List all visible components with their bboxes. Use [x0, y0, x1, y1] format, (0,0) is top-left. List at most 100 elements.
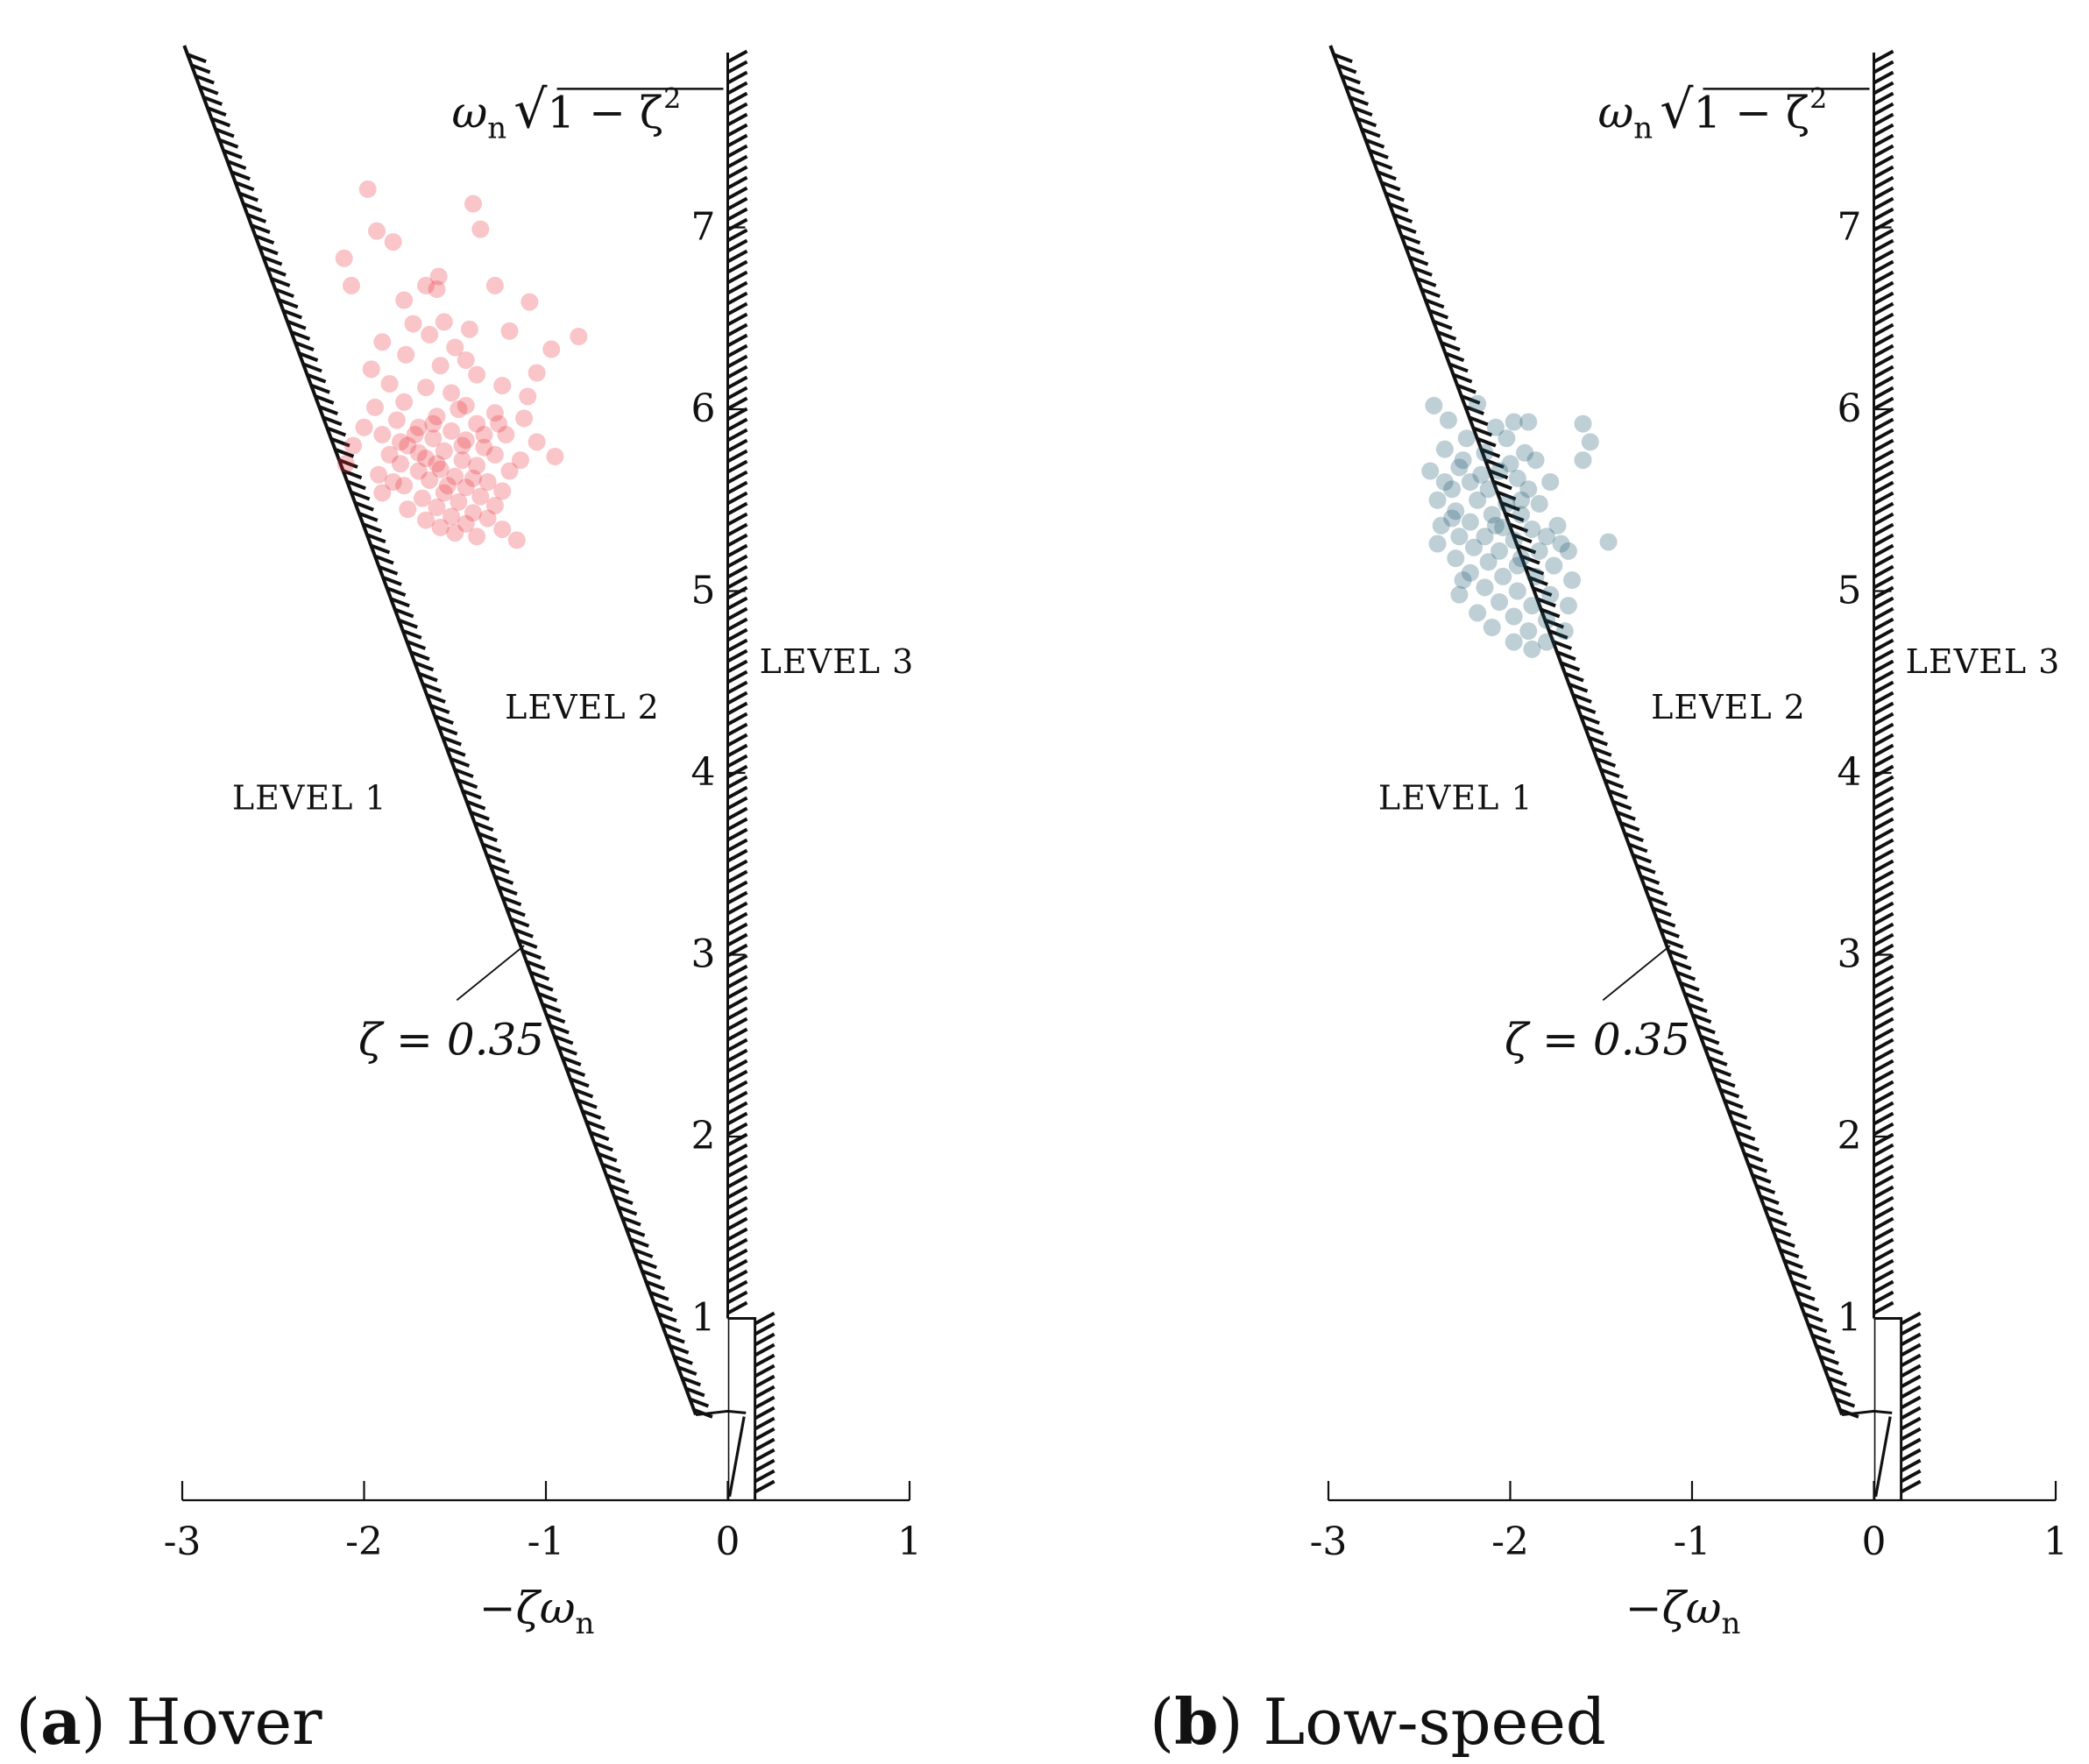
scatter-point [450, 400, 468, 418]
x-axis-label: −ζωn [479, 1583, 595, 1641]
scatter-point [1472, 465, 1491, 484]
scatter-point [468, 528, 486, 546]
y-axis-label-exponent: 2 [1809, 81, 1827, 115]
scatter-point [542, 340, 561, 358]
scatter-point [342, 276, 360, 294]
scatter-point [344, 436, 363, 455]
scatter-point [1479, 553, 1498, 571]
scatter-point [1435, 440, 1454, 458]
scatter-point [1526, 567, 1545, 585]
scatter-point [1491, 462, 1509, 480]
scatter-point [1574, 414, 1592, 433]
scatter-point [1508, 556, 1526, 575]
scatter-point [1461, 513, 1479, 531]
level3-boundary-hatch [1873, 49, 1894, 1315]
scatter-point [1447, 549, 1465, 568]
level3-low-boundary [727, 1317, 757, 1500]
scatter-point [490, 414, 508, 433]
scatter-point [336, 455, 355, 473]
y-tick-label: 2 [1838, 1114, 1862, 1158]
level2-low-boundary [1841, 1409, 1893, 1416]
scatter-point [1461, 473, 1479, 491]
scatter-point [358, 180, 377, 198]
scatter-point [1526, 451, 1545, 470]
scatter-point [443, 384, 461, 402]
scatter-point [511, 451, 529, 470]
region-label: LEVEL 2 [505, 688, 660, 726]
scatter-point [392, 455, 409, 473]
panel-caption-name: Hover [126, 1685, 322, 1759]
scatter-point [507, 531, 526, 549]
level2-low-boundary [695, 1409, 747, 1416]
scatter-point [335, 249, 353, 267]
scatter-point [431, 460, 450, 478]
scatter-point [528, 433, 546, 451]
damping-boundary-line [1328, 45, 1844, 1416]
scatter-point [457, 478, 475, 497]
scatter-point [1559, 597, 1577, 615]
level2-low-boundary-edge [1874, 1416, 1892, 1498]
scatter-point [1512, 506, 1530, 524]
scatter-point [1581, 433, 1599, 451]
scatter-point [450, 492, 468, 511]
scatter-point [446, 338, 464, 357]
region-label: LEVEL 3 [760, 642, 915, 681]
scatter-point [373, 484, 392, 502]
panel-caption-letter: a [40, 1684, 81, 1759]
scatter-point [1483, 506, 1501, 524]
scatter-point [1505, 413, 1523, 431]
scatter-point [528, 364, 546, 382]
scatter-point [362, 360, 380, 379]
scatter-point [1538, 611, 1555, 629]
scatter-point [485, 276, 504, 294]
level2-low-boundary-edge [728, 1416, 746, 1498]
scatter-point [1548, 516, 1567, 535]
scatter-point [1523, 640, 1541, 658]
y-axis-label-radical: √ [513, 79, 548, 140]
scatter-point [395, 393, 414, 411]
scatter-point [435, 484, 453, 502]
y-tick-label: 6 [1838, 386, 1862, 431]
scatter-point [370, 465, 388, 484]
scatter-point [570, 328, 588, 345]
scatter-point [446, 524, 464, 542]
damping-boundary: ζ = 0.35 [1328, 45, 1922, 1500]
scatter-point [443, 422, 461, 440]
scatter-point [485, 445, 504, 464]
y-axis-label-radical: √ [1660, 79, 1694, 140]
y-tick-label: 5 [1838, 569, 1862, 613]
x-tick-label: 0 [716, 1520, 740, 1564]
scatter-point [1450, 458, 1469, 477]
scatter-point [485, 496, 504, 514]
scatter-point [475, 438, 493, 457]
scatter-point [1421, 462, 1440, 480]
scatter-point [460, 320, 478, 338]
damping-boundary-hatch [187, 53, 713, 1419]
scatter-point [428, 280, 446, 299]
y-axis-label: ωn √1 − ζ2 [1598, 79, 1828, 145]
region-label: LEVEL 1 [232, 779, 387, 818]
y-tick-label: 1 [691, 1296, 716, 1341]
scatter-point [395, 477, 414, 495]
level3-low-boundary-hatch [1900, 1311, 1922, 1494]
y-tick-label: 3 [1838, 932, 1862, 977]
x-tick-label: -2 [345, 1520, 383, 1564]
scatter-point [497, 426, 515, 444]
x-tick-label: -2 [1491, 1520, 1529, 1564]
scatter-point [373, 426, 392, 444]
scatter-point [1519, 622, 1538, 641]
scatter-point [365, 398, 384, 416]
damping-annotation-leader [1602, 945, 1671, 1002]
scatter-point [457, 396, 475, 414]
scatter-point [1545, 556, 1563, 575]
scatter-point [424, 414, 443, 433]
scatter-point [493, 377, 512, 395]
scatter-point [421, 471, 439, 489]
scatter-series [1421, 394, 1618, 658]
scatter-point [1443, 480, 1462, 499]
scatter-point [1516, 443, 1534, 462]
